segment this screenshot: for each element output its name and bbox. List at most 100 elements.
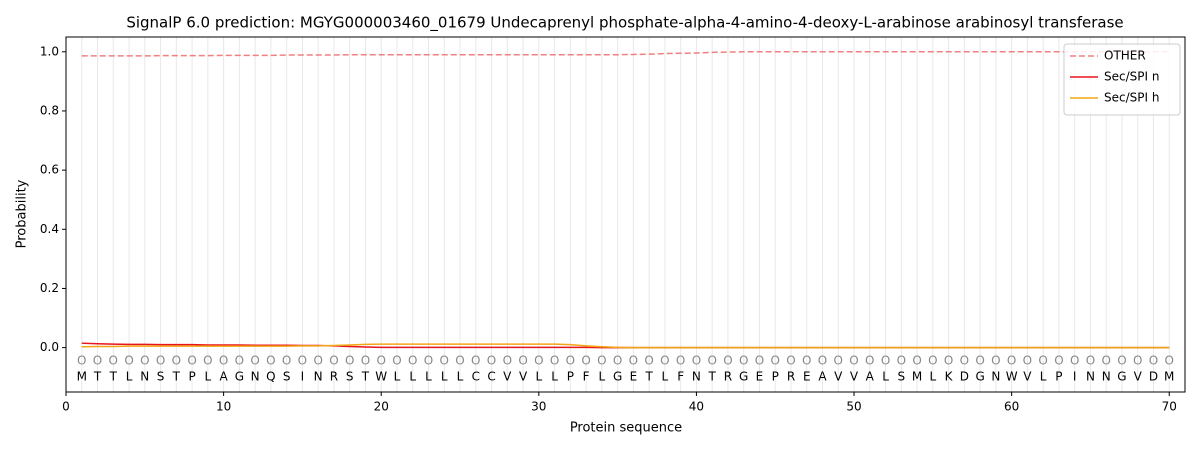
position-label: O xyxy=(991,354,1000,368)
position-label: O xyxy=(345,354,354,368)
sequence-residue: T xyxy=(644,370,653,384)
sequence-residue: S xyxy=(157,370,165,384)
series-line xyxy=(81,343,1170,349)
position-label: O xyxy=(944,354,953,368)
sequence-residue: L xyxy=(1040,370,1047,384)
position-label: O xyxy=(897,354,906,368)
position-label: O xyxy=(487,354,496,368)
sequence-residue: V xyxy=(519,370,528,384)
sequence-residue: D xyxy=(960,370,969,384)
sequence-residue: N xyxy=(1102,370,1111,384)
chart-title: SignalP 6.0 prediction: MGYG000003460_01… xyxy=(126,14,1123,33)
sequence-residue: E xyxy=(756,370,764,384)
plot-frame xyxy=(65,36,1186,393)
position-label: O xyxy=(865,354,874,368)
position-label: O xyxy=(93,354,102,368)
sequence-residue: L xyxy=(205,370,212,384)
position-label: O xyxy=(613,354,622,368)
legend-label: Sec/SPI h xyxy=(1104,91,1159,105)
position-label: O xyxy=(581,354,590,368)
sequence-residue: A xyxy=(818,370,827,384)
position-label: O xyxy=(266,354,275,368)
sequence-residue: K xyxy=(945,370,954,384)
position-label: O xyxy=(644,354,653,368)
sequence-residue: S xyxy=(283,370,291,384)
sequence-residue: E xyxy=(803,370,811,384)
position-label: O xyxy=(282,354,291,368)
sequence-residue: E xyxy=(630,370,638,384)
sequence-residue: L xyxy=(929,370,936,384)
position-label: O xyxy=(1023,354,1032,368)
sequence-residue: N xyxy=(314,370,323,384)
position-label: O xyxy=(455,354,464,368)
sequence-residue: I xyxy=(1073,370,1077,384)
position-label: O xyxy=(109,354,118,368)
position-label: O xyxy=(692,354,701,368)
position-label: O xyxy=(566,354,575,368)
sequence-residue: G xyxy=(235,370,244,384)
sequence-residue: G xyxy=(975,370,984,384)
sequence-residue: V xyxy=(1023,370,1032,384)
position-label: O xyxy=(156,354,165,368)
sequence-residue: M xyxy=(1164,370,1174,384)
position-label: O xyxy=(629,354,638,368)
sequence-residue: C xyxy=(487,370,495,384)
sequence-residue: P xyxy=(1055,370,1062,384)
sequence-residue: L xyxy=(394,370,401,384)
sequence-residue: V xyxy=(503,370,512,384)
sequence-residue: L xyxy=(441,370,448,384)
x-tick-label: 0 xyxy=(62,400,70,414)
sequence-residue: T xyxy=(93,370,102,384)
position-label: O xyxy=(755,354,764,368)
position-label: O xyxy=(1038,354,1047,368)
sequence-residue: L xyxy=(425,370,432,384)
sequence-residue: I xyxy=(301,370,305,384)
position-label: O xyxy=(928,354,937,368)
sequence-residue: V xyxy=(1134,370,1143,384)
position-label: O xyxy=(707,354,716,368)
y-tick-label: 0.0 xyxy=(40,340,59,354)
y-tick-label: 1.0 xyxy=(40,44,59,58)
position-label: O xyxy=(960,354,969,368)
sequence-residue: S xyxy=(346,370,354,384)
position-label: O xyxy=(219,354,228,368)
position-label: O xyxy=(140,354,149,368)
sequence-residue: A xyxy=(866,370,875,384)
sequence-residue: T xyxy=(172,370,181,384)
position-label: O xyxy=(187,354,196,368)
position-label: O xyxy=(329,354,338,368)
y-tick-label: 0.2 xyxy=(40,281,59,295)
sequence-residue: R xyxy=(724,370,732,384)
position-label: O xyxy=(786,354,795,368)
position-label: O xyxy=(440,354,449,368)
sequence-residue: G xyxy=(739,370,748,384)
sequence-residue: F xyxy=(677,370,684,384)
position-label: O xyxy=(1117,354,1126,368)
position-label: O xyxy=(424,354,433,368)
sequence-residue: Q xyxy=(266,370,275,384)
y-tick-label: 0.6 xyxy=(40,163,59,177)
sequence-residue: L xyxy=(409,370,416,384)
position-label: O xyxy=(1165,354,1174,368)
sequence-residue: L xyxy=(535,370,542,384)
position-label: O xyxy=(912,354,921,368)
position-label: O xyxy=(518,354,527,368)
position-label: O xyxy=(203,354,212,368)
position-label: O xyxy=(1133,354,1142,368)
sequence-residue: D xyxy=(1149,370,1158,384)
position-label: O xyxy=(739,354,748,368)
x-tick-label: 40 xyxy=(689,400,704,414)
position-label: O xyxy=(550,354,559,368)
sequence-residue: T xyxy=(708,370,717,384)
y-tick-label: 0.8 xyxy=(40,103,59,117)
position-label: O xyxy=(250,354,259,368)
position-label: O xyxy=(1054,354,1063,368)
sequence-residue: M xyxy=(77,370,87,384)
x-tick-label: 10 xyxy=(216,400,231,414)
position-label: O xyxy=(298,354,307,368)
position-label: O xyxy=(361,354,370,368)
sequence-residue: W xyxy=(1006,370,1018,384)
sequence-residue: L xyxy=(551,370,558,384)
